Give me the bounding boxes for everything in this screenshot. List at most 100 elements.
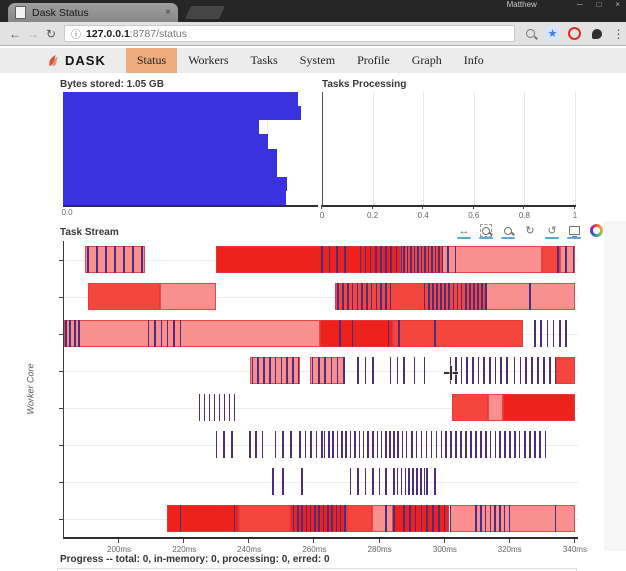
transfer-stripe: [274, 431, 277, 458]
axis-tick: [248, 539, 250, 543]
transfer-stripe: [544, 431, 547, 458]
transfer-stripe: [440, 431, 443, 458]
transfer-stripe: [425, 431, 428, 458]
hover-icon[interactable]: [566, 222, 582, 239]
transfer-stripe: [310, 431, 312, 458]
opera-circle-icon[interactable]: [567, 26, 582, 41]
transfer-stripe: [484, 431, 487, 458]
transfer-stripe: [400, 468, 403, 495]
transfer-stripe: [198, 394, 201, 421]
reload-button[interactable]: ↻: [45, 26, 57, 41]
nav-tab-graph[interactable]: Graph: [411, 53, 442, 67]
axis-tick: [118, 539, 120, 543]
transfer-stripe: [489, 357, 491, 384]
browser-tab[interactable]: Dask Status ×: [8, 3, 178, 22]
transfer-stripe: [405, 431, 408, 458]
refresh-icon[interactable]: ↺: [544, 222, 560, 239]
transfer-stripe: [464, 283, 467, 310]
transfer-stripe: [330, 357, 333, 384]
task-stream-chart[interactable]: [59, 241, 578, 539]
transfer-stripe: [385, 505, 387, 532]
transfer-stripe: [272, 468, 274, 495]
task-stream-ylabel: Worker Core: [25, 363, 36, 415]
transfer-stripe: [434, 246, 437, 273]
transfer-stripe: [374, 246, 377, 273]
nav-tab-system[interactable]: System: [299, 53, 336, 67]
transfer-stripe: [392, 505, 395, 532]
transfer-stripe: [331, 505, 333, 532]
gridline: [575, 92, 576, 205]
axis-tick-label: 220ms: [172, 545, 197, 554]
transfer-stripe: [406, 246, 409, 273]
task-block: [372, 505, 393, 532]
transfer-stripe: [489, 505, 492, 532]
transfer-stripe: [337, 283, 340, 310]
transfer-stripe: [415, 431, 418, 458]
box-zoom-icon[interactable]: [478, 222, 494, 239]
nav-tab-status[interactable]: Status: [125, 48, 178, 73]
transfer-stripe: [315, 431, 318, 458]
transfer-stripe: [389, 283, 392, 310]
forward-button[interactable]: →: [27, 26, 39, 41]
transfer-stripe: [539, 431, 542, 458]
window-controls: Matthew ─ □ ×: [507, 0, 620, 10]
nav-tab-profile[interactable]: Profile: [357, 53, 390, 67]
task-block: [160, 283, 216, 310]
reset-icon[interactable]: ↻: [525, 225, 535, 237]
transfer-stripe: [509, 431, 511, 458]
address-input[interactable]: ⓘ 127.0.0.1 :8787/status: [64, 25, 515, 42]
window-close-button[interactable]: ×: [615, 0, 620, 9]
transfer-stripe: [417, 246, 419, 273]
window-minimize-button[interactable]: ─: [576, 0, 583, 9]
task-block: [215, 246, 401, 273]
transfer-stripe: [268, 357, 271, 384]
axis-tick-label: 260ms: [302, 545, 327, 554]
dark-extension-icon[interactable]: [589, 26, 604, 41]
bytes-stored-chart[interactable]: [63, 92, 318, 207]
nav-tab-tasks[interactable]: Tasks: [250, 53, 278, 67]
nav-tab-workers[interactable]: Workers: [188, 53, 229, 67]
transfer-stripe: [479, 505, 482, 532]
bytes-stored-title: Bytes stored: 1.05 GB: [60, 79, 164, 90]
bookmark-star-icon[interactable]: ★: [545, 26, 560, 41]
transfer-stripe: [420, 505, 423, 532]
transfer-stripe: [456, 283, 459, 310]
transfer-stripe: [223, 431, 225, 458]
transfer-stripe: [430, 431, 433, 458]
zoom-icon[interactable]: [523, 26, 538, 41]
axis-tick-label: 340ms: [562, 545, 587, 554]
axis-tick: [59, 296, 64, 298]
task-block: [560, 246, 576, 273]
pan-icon[interactable]: ↔: [456, 222, 472, 239]
progress-section-box: [57, 568, 577, 571]
wheel-zoom-icon[interactable]: [500, 222, 516, 239]
dask-logo-icon: [49, 54, 58, 66]
tasks-processing-chart[interactable]: [322, 92, 576, 207]
transfer-stripe: [420, 246, 423, 273]
transfer-stripe: [336, 357, 339, 384]
back-button[interactable]: ←: [9, 26, 21, 41]
transfer-stripe: [367, 431, 369, 458]
transfer-stripe: [351, 320, 354, 347]
gridline: [524, 92, 526, 205]
transfer-stripe: [208, 394, 211, 421]
window-maximize-button[interactable]: □: [596, 0, 602, 9]
site-info-icon[interactable]: ⓘ: [71, 30, 81, 41]
bokeh-logo-icon[interactable]: [588, 222, 604, 239]
transfer-stripe: [424, 246, 426, 273]
transfer-stripe: [286, 357, 288, 384]
dask-brand[interactable]: DASK: [46, 48, 106, 73]
transfer-stripe: [290, 431, 292, 458]
transfer-stripe: [370, 283, 373, 310]
task-block: [166, 505, 239, 532]
tab-close-icon[interactable]: ×: [165, 7, 171, 18]
transfer-stripe: [440, 283, 442, 310]
transfer-stripe: [481, 283, 483, 310]
nav-tab-info[interactable]: Info: [463, 53, 484, 67]
new-tab-button[interactable]: [184, 6, 226, 19]
menu-dots-icon[interactable]: ⋮: [612, 26, 625, 41]
task-block: [441, 246, 542, 273]
transfer-stripe: [301, 505, 303, 532]
transfer-stripe: [444, 283, 446, 310]
dask-nav-tabs: Status Workers Tasks System Profile Graph Info: [125, 48, 495, 73]
